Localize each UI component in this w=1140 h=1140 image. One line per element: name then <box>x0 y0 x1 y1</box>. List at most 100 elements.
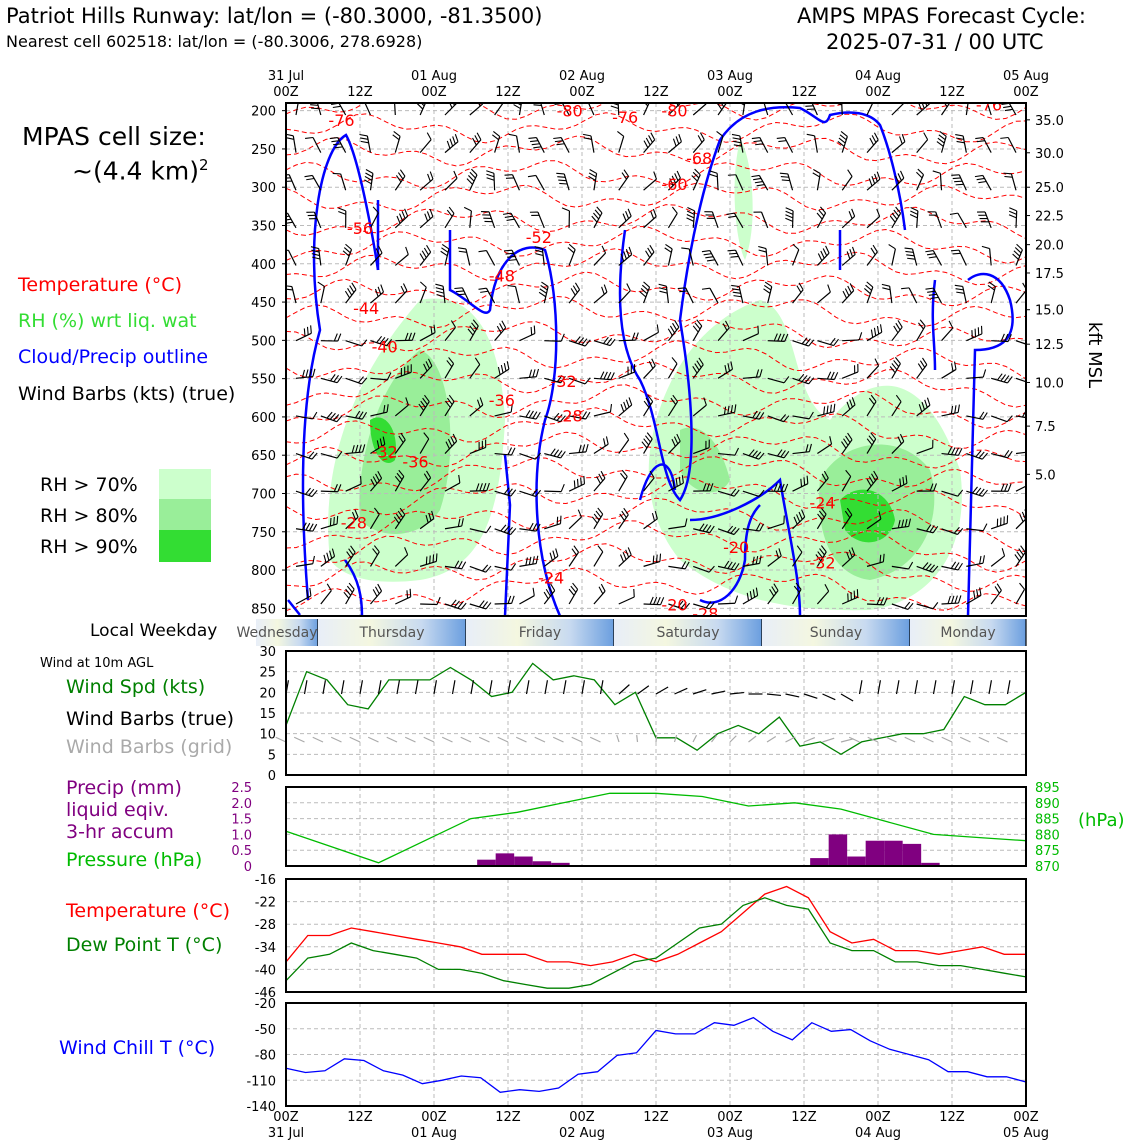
wind-barb-feather <box>827 284 831 293</box>
wind-barb-feather <box>851 246 856 255</box>
wind-barb-staff <box>891 565 909 570</box>
wind-barb-feather <box>758 249 767 253</box>
wind-barb <box>901 287 918 304</box>
wind-barb-feather <box>749 591 753 600</box>
wind-barb-feather <box>646 432 653 440</box>
wind-barb-feather <box>428 512 432 521</box>
weekday-name: Thursday <box>358 625 424 641</box>
isotherm-label: -80 <box>661 102 687 121</box>
wind-barb-feather <box>820 507 827 515</box>
wind-barb-feather <box>622 551 627 560</box>
wind-barb-feather <box>311 489 318 497</box>
wind-barb <box>553 137 570 153</box>
wind-barb-feather <box>905 475 908 484</box>
wind-barb-feather <box>684 602 691 610</box>
wind-barb-staff <box>618 290 631 304</box>
wind-barb-staff <box>643 139 656 154</box>
top-date-label: 01 Aug <box>411 69 457 84</box>
isotherm <box>286 520 1026 573</box>
bottom-time-label: 12Z <box>643 1110 669 1125</box>
pressure-tick-label: 800 <box>251 564 276 579</box>
wind-barb <box>866 358 880 379</box>
precip-tick-label: 0.5 <box>231 844 252 859</box>
wind-barb-feather <box>927 290 936 293</box>
wind-barb-staff <box>668 482 684 492</box>
wind-barb <box>320 411 343 423</box>
wind-barb-feather <box>918 103 923 111</box>
wind-barb-staff <box>318 248 322 266</box>
wind-barb-feather <box>874 358 880 367</box>
wind-barb <box>866 470 879 492</box>
wind-barb <box>295 368 316 379</box>
wind-barb-feather <box>1007 376 1013 384</box>
wind-barb <box>593 371 615 381</box>
wind-barb-feather <box>533 146 542 149</box>
wind-barb-staff <box>419 438 430 454</box>
wind-barb-feather <box>500 524 507 532</box>
wind-barb-feather <box>893 209 900 217</box>
wind-barb-feather <box>792 243 800 251</box>
surface-wind-barb <box>988 680 993 695</box>
wind-barb-staff <box>394 439 406 454</box>
wind-barb-feather <box>605 436 609 445</box>
wind-barb-feather <box>510 528 517 535</box>
wind-barb-staff <box>494 452 512 456</box>
wind-barb-feather <box>531 488 538 496</box>
wind-barb-feather <box>392 134 400 141</box>
wind-barb-feather <box>848 211 853 219</box>
wind-barb <box>519 325 536 342</box>
isotherm <box>286 543 1026 592</box>
wind-barb <box>891 518 912 530</box>
wind-barb <box>888 244 896 266</box>
wind-barb-feather <box>570 585 577 593</box>
bottom-time-label: 00Z <box>717 1110 743 1125</box>
wind-barb-feather <box>588 175 596 181</box>
wind-barb <box>966 325 983 342</box>
wind-barb-feather <box>1012 253 1019 260</box>
wind-barb-staff <box>916 139 929 154</box>
grid-wind-barb <box>534 736 546 743</box>
wind-barb-feather <box>996 373 1003 381</box>
wind-barb-feather <box>932 602 939 610</box>
wind-barb-feather <box>921 103 925 109</box>
weekday-cell <box>910 619 1026 646</box>
wind-barb <box>544 412 566 423</box>
wind-barb-staff <box>587 103 595 116</box>
wind-barb <box>891 475 908 492</box>
wind-barb <box>469 357 481 379</box>
wind-barb-staff <box>444 141 459 154</box>
wind-barb-feather <box>1016 243 1023 251</box>
wind-barb-staff <box>444 248 450 266</box>
isotherm <box>286 225 1026 264</box>
wind-barb <box>792 582 802 605</box>
wind-barb-staff <box>787 173 794 191</box>
wind-barb-feather <box>928 293 937 296</box>
wind-barb-feather <box>531 143 540 146</box>
wind-barb-feather <box>667 328 673 336</box>
wind-barb-staff <box>692 404 707 417</box>
legend-rh80-label: RH > 80% <box>40 505 138 527</box>
wind-barb <box>359 133 372 153</box>
wind-barb-feather <box>603 371 608 380</box>
wind-barb-staff <box>718 452 736 456</box>
wind-barb <box>891 103 905 116</box>
surface-wind-barb <box>969 680 974 695</box>
wind-barb-feather <box>907 257 916 260</box>
wind-barb-feather <box>692 366 698 374</box>
wind-barb-feather <box>1004 175 1013 178</box>
wind-barb-feather <box>653 171 657 180</box>
wind-barb-staff <box>618 514 629 530</box>
wind-barb-feather <box>829 404 832 413</box>
wind-barb-feather <box>510 404 513 413</box>
wind-barb-feather <box>336 375 343 383</box>
forecast-cycle-title: AMPS MPAS Forecast Cycle: <box>797 4 1086 28</box>
wind-barb-feather <box>576 478 579 487</box>
wind-barb-feather <box>594 209 601 217</box>
wind-barb <box>444 103 458 116</box>
wind-barb-feather <box>362 444 366 453</box>
wind-barb-staff <box>568 516 582 530</box>
cell-size-label: MPAS cell size: <box>22 122 206 151</box>
wind-barb-staff <box>394 254 409 266</box>
wind-barb <box>343 582 355 605</box>
wind-barb <box>419 208 434 229</box>
